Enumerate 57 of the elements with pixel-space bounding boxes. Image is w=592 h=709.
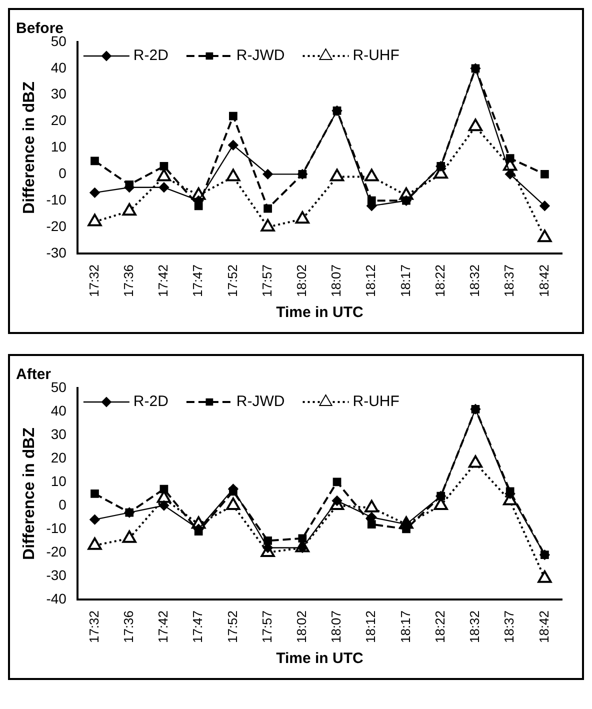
x-tick-label: 18:02 [294,610,309,644]
x-tick-label: 18:17 [398,264,413,298]
x-tick-label: 18:12 [363,610,378,644]
y-tick-label: 20 [50,449,67,466]
y-tick-label: -30 [46,244,67,260]
legend-label: R-2D [133,393,169,410]
legend-label: R-UHF [352,393,400,410]
y-tick-label: -30 [46,566,67,583]
y-tick-label: -20 [46,543,67,560]
legend-label: R-UHF [352,47,400,64]
x-tick-label: 18:07 [328,264,344,298]
x-tick-label: 17:36 [120,610,136,644]
y-tick-label: -40 [46,590,67,606]
legend-label: R-JWD [236,47,285,64]
y-axis-title: Difference in dBZ [21,81,38,214]
x-tick-label: 17:47 [190,264,206,298]
x-axis-title: Time in UTC [276,304,364,322]
x-tick-label: 18:07 [328,610,344,644]
y-tick-label: 40 [50,59,67,76]
x-tick-label: 17:57 [259,264,274,298]
y-axis-title: Difference in dBZ [21,427,38,560]
x-tick-label: 17:47 [190,610,206,644]
y-tick-label: -20 [46,218,67,234]
y-tick-label: 0 [58,165,67,182]
x-tick-label: 18:42 [536,610,552,644]
x-tick-label: 18:22 [432,610,448,644]
x-tick-label: 18:42 [536,264,552,298]
y-tick-label: 20 [50,112,67,128]
x-tick-label: 17:36 [120,264,136,298]
chart-title: After [16,366,52,384]
y-tick-label: 30 [50,86,67,102]
y-tick-label: 10 [50,472,67,489]
y-tick-label: 10 [50,138,67,155]
x-tick-label: 17:32 [86,610,102,644]
x-tick-label: 18:37 [502,610,517,644]
y-tick-label: 30 [50,426,67,442]
x-tick-label: 17:52 [224,610,240,644]
y-tick-label: -10 [46,520,67,536]
x-tick-label: 17:32 [86,264,102,298]
y-tick-label: 50 [50,378,67,395]
x-tick-label: 18:17 [398,610,413,644]
x-axis-title: Time in UTC [276,650,364,668]
x-tick-label: 18:12 [363,264,378,298]
y-tick-label: -10 [46,191,67,208]
x-tick-label: 18:32 [467,264,482,298]
x-tick-label: 17:57 [259,610,274,644]
x-tick-label: 18:02 [294,264,309,298]
x-tick-label: 17:42 [156,264,171,298]
y-tick-label: 40 [50,402,67,418]
x-tick-label: 18:32 [467,610,482,644]
legend-label: R-JWD [236,393,285,410]
x-tick-label: 17:42 [156,610,171,644]
y-tick-label: 0 [58,496,67,512]
x-tick-label: 17:52 [224,264,240,298]
x-tick-label: 18:22 [432,264,448,298]
legend-label: R-2D [133,47,169,64]
x-tick-label: 18:37 [502,264,517,298]
